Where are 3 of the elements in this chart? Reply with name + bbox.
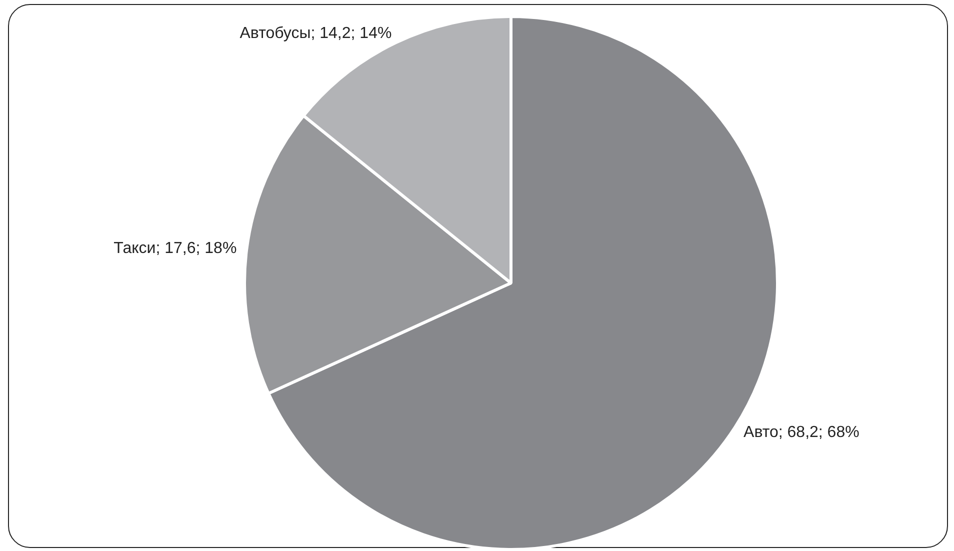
slice-label: Такси; 17,6; 18% [114, 240, 237, 257]
slice-label: Авто; 68,2; 68% [744, 424, 860, 442]
slice-label: Автобусы; 14,2; 14% [240, 24, 392, 42]
